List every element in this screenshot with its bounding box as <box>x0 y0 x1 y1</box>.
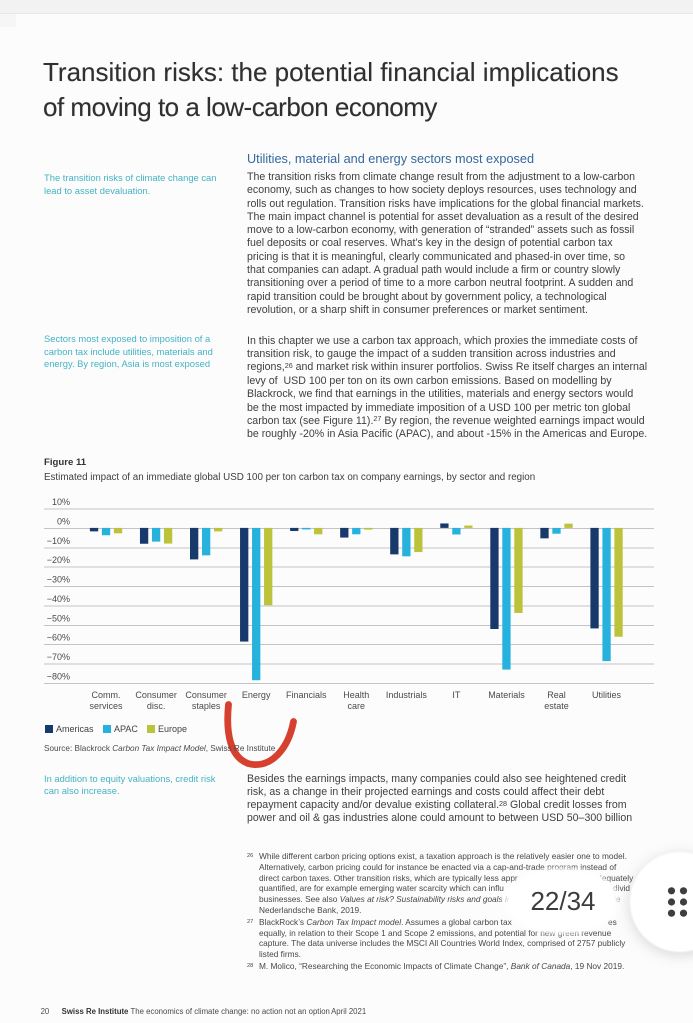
svg-text:Energy: Energy <box>242 690 271 700</box>
svg-text:Consumer: Consumer <box>185 690 227 700</box>
svg-text:−80%: −80% <box>47 671 70 681</box>
svg-text:care: care <box>348 701 366 711</box>
svg-text:Utilities: Utilities <box>592 690 622 700</box>
svg-text:−10%: −10% <box>47 536 70 546</box>
svg-text:Materials: Materials <box>488 690 525 700</box>
svg-text:disc.: disc. <box>147 701 166 711</box>
svg-text:Real: Real <box>547 690 566 700</box>
svg-text:−40%: −40% <box>47 594 70 604</box>
svg-text:services: services <box>90 701 124 711</box>
svg-text:10%: 10% <box>52 497 70 507</box>
svg-text:Consumer: Consumer <box>135 690 177 700</box>
svg-text:estate: estate <box>544 701 569 711</box>
svg-text:−50%: −50% <box>47 613 70 623</box>
svg-text:−30%: −30% <box>47 575 70 585</box>
svg-text:−70%: −70% <box>47 652 70 662</box>
svg-text:IT: IT <box>452 690 461 700</box>
svg-text:0%: 0% <box>57 516 70 526</box>
svg-text:−20%: −20% <box>47 555 70 565</box>
svg-text:staples: staples <box>192 701 221 711</box>
svg-text:Health: Health <box>343 690 369 700</box>
svg-text:Industrials: Industrials <box>386 690 428 700</box>
svg-text:−60%: −60% <box>47 633 70 643</box>
svg-text:Comm.: Comm. <box>92 690 121 700</box>
svg-text:Financials: Financials <box>286 690 327 700</box>
